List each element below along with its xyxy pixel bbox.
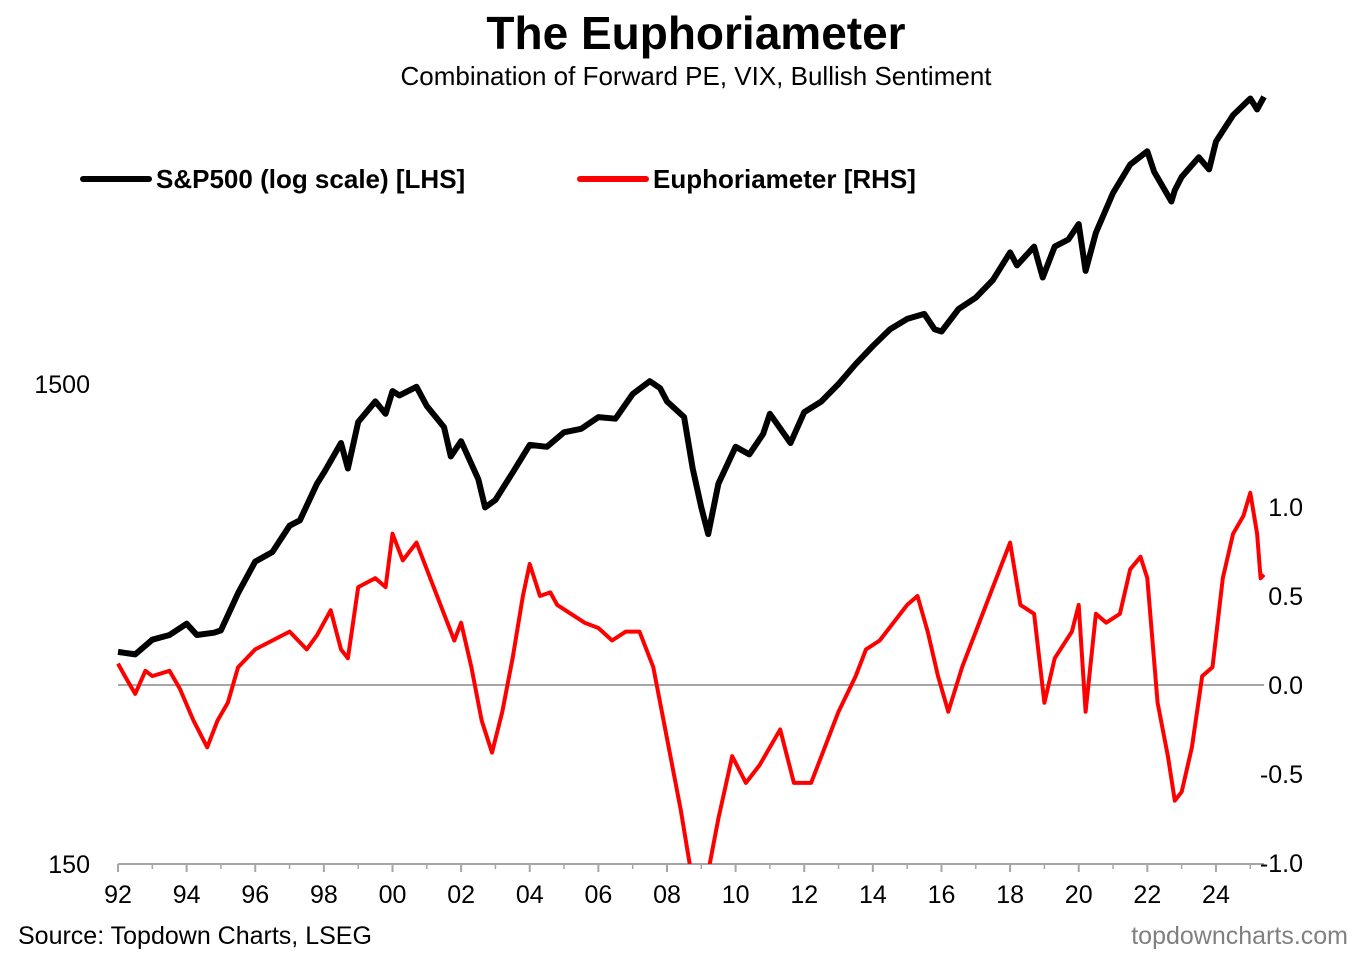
sp500-line [117,95,1267,658]
legend-swatch-euphoriameter [577,176,649,182]
x-tick-label: 94 [173,881,201,909]
right-axis-tick-label: 1.0 [1268,494,1303,522]
x-tick-label: 92 [104,881,132,909]
x-tick-label: 08 [653,881,681,909]
euphoriameter-line [116,490,1266,864]
x-tick-label: 14 [859,881,887,909]
legend-label-euphoriameter: Euphoriameter [RHS] [653,163,916,194]
x-tick-label: 20 [1065,881,1093,909]
legend-label-sp500: S&P500 (log scale) [LHS] [156,163,466,194]
legend-swatch-sp500 [80,176,152,182]
x-tick-label: 12 [790,881,818,909]
x-tick-label: 06 [584,881,612,909]
x-tick-label: 96 [241,881,269,909]
x-tick-label: 22 [1133,881,1161,909]
right-axis-tick-label: -0.5 [1260,761,1303,789]
x-tick-label: 04 [516,881,544,909]
x-tick-label: 00 [379,881,407,909]
right-axis-tick-label: 0.0 [1268,672,1303,700]
legend-item-euphoriameter: Euphoriameter [RHS] [577,163,916,195]
x-tick-label: 24 [1202,881,1230,909]
chart-subtitle: Combination of Forward PE, VIX, Bullish … [400,61,992,91]
x-tick-label: 18 [996,881,1024,909]
x-tick-label: 02 [447,881,475,909]
legend-item-sp500: S&P500 (log scale) [LHS] [80,163,465,195]
x-tick-label: 10 [722,881,750,909]
right-axis-tick-label: -1.0 [1260,850,1303,878]
x-tick-label: 98 [310,881,338,909]
x-tick-label: 16 [928,881,956,909]
source-note: Source: Topdown Charts, LSEG [18,922,372,950]
right-axis-tick-label: 0.5 [1268,583,1303,611]
chart-title: The Euphoriameter [486,7,906,59]
left-axis-tick-label: 150 [48,851,90,879]
watermark: topdowncharts.com [1131,922,1348,950]
left-axis-tick-label: 1500 [34,371,90,399]
